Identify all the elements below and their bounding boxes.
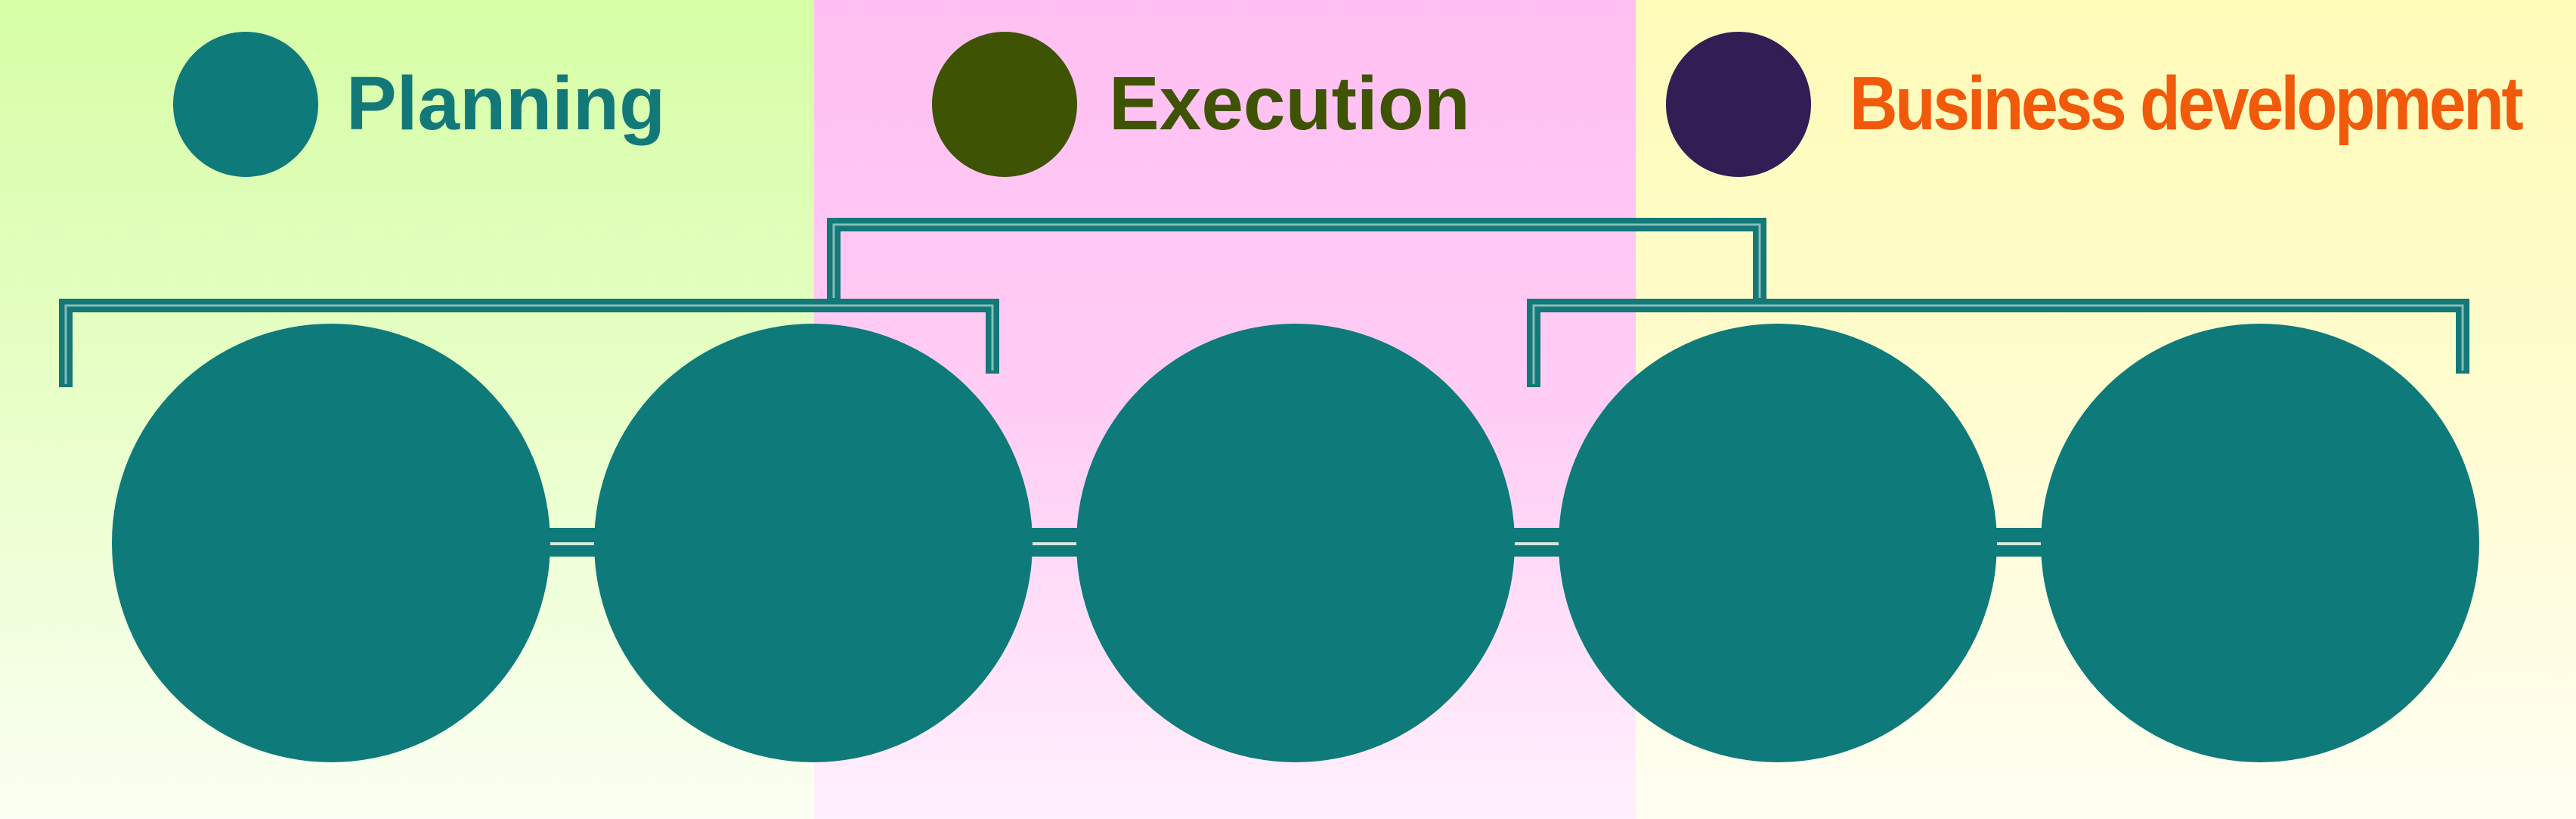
node-4 [1559, 324, 1997, 762]
node-3 [1076, 324, 1515, 762]
bracket-top-highlight [832, 223, 1761, 298]
legend-dot-business-development [1666, 32, 1811, 177]
node-1 [112, 324, 550, 762]
legend-label-business-development: Business development [1850, 61, 2524, 146]
node-2 [594, 324, 1033, 762]
connector-gap-1 [535, 542, 609, 545]
connector-gap-2 [1017, 542, 1091, 545]
node-5 [2041, 324, 2479, 762]
bracket-nodes-4-5-highlight [1532, 304, 2464, 384]
legend-label-execution: Execution [1109, 61, 1470, 146]
legend-label-planning: Planning [346, 61, 666, 146]
legend-dot-execution [932, 32, 1077, 177]
bracket-nodes-1-2-highlight [64, 304, 994, 384]
brackets [59, 218, 2469, 387]
connector-gap-4 [1982, 542, 2056, 545]
connector-gap-3 [1500, 542, 1574, 545]
nodes [112, 324, 2479, 762]
legend-dot-planning [173, 32, 318, 177]
bracket-top [827, 218, 1766, 301]
